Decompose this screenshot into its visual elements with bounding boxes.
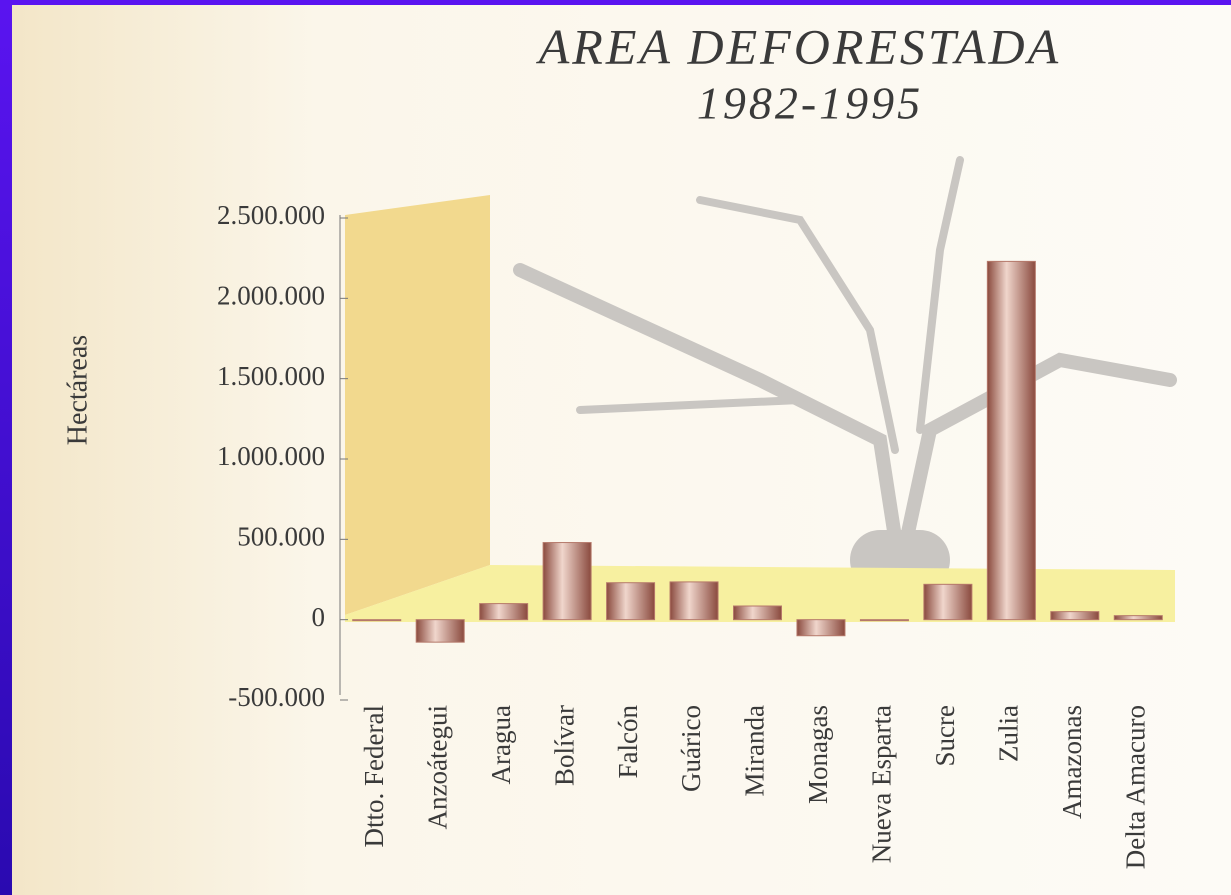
x-tick-label: Guárico xyxy=(676,705,706,792)
x-tick-label: Dtto. Federal xyxy=(359,705,389,847)
tree-decoration xyxy=(513,156,1177,590)
x-tick-label: Sucre xyxy=(930,705,960,766)
chart-title: AREA DEFORESTADA xyxy=(536,18,1061,74)
y-tick-label: 1.000.000 xyxy=(217,441,325,471)
bar xyxy=(606,582,656,621)
x-tick-label: Amazonas xyxy=(1057,705,1087,819)
bar xyxy=(733,605,782,621)
bar xyxy=(352,619,402,622)
bar xyxy=(542,542,592,621)
y-tick-label: -500.000 xyxy=(228,682,325,712)
x-tick-label: Monagas xyxy=(803,705,833,804)
y-tick-label: 1.500.000 xyxy=(217,361,325,391)
bar xyxy=(859,619,909,622)
bar xyxy=(669,581,719,621)
y-axis-label: Hectáreas xyxy=(62,335,93,445)
bar xyxy=(479,603,529,621)
bar xyxy=(796,619,846,637)
x-tick-label: Delta Amacuro xyxy=(1120,705,1150,869)
x-tick-label: Nueva Esparta xyxy=(867,705,897,863)
y-tick-label: 2.500.000 xyxy=(217,200,325,230)
x-tick-label: Miranda xyxy=(740,705,770,796)
x-tick-label: Zulia xyxy=(994,705,1024,762)
y-tick-label: 0 xyxy=(312,602,326,632)
bar xyxy=(1050,611,1100,621)
y-tick-label: 500.000 xyxy=(237,522,325,552)
chart-subtitle: 1982-1995 xyxy=(697,78,923,129)
bar xyxy=(415,619,465,643)
x-tick-label: Aragua xyxy=(486,705,516,784)
back-wall xyxy=(345,195,490,615)
x-tick-label: Anzoátegui xyxy=(422,705,452,829)
bar xyxy=(1113,615,1163,621)
x-tick-label: Falcón xyxy=(613,705,643,779)
bar xyxy=(923,583,973,621)
y-tick-label: 2.000.000 xyxy=(217,281,325,311)
bar xyxy=(986,260,1036,621)
x-tick-label: Bolívar xyxy=(549,705,579,786)
